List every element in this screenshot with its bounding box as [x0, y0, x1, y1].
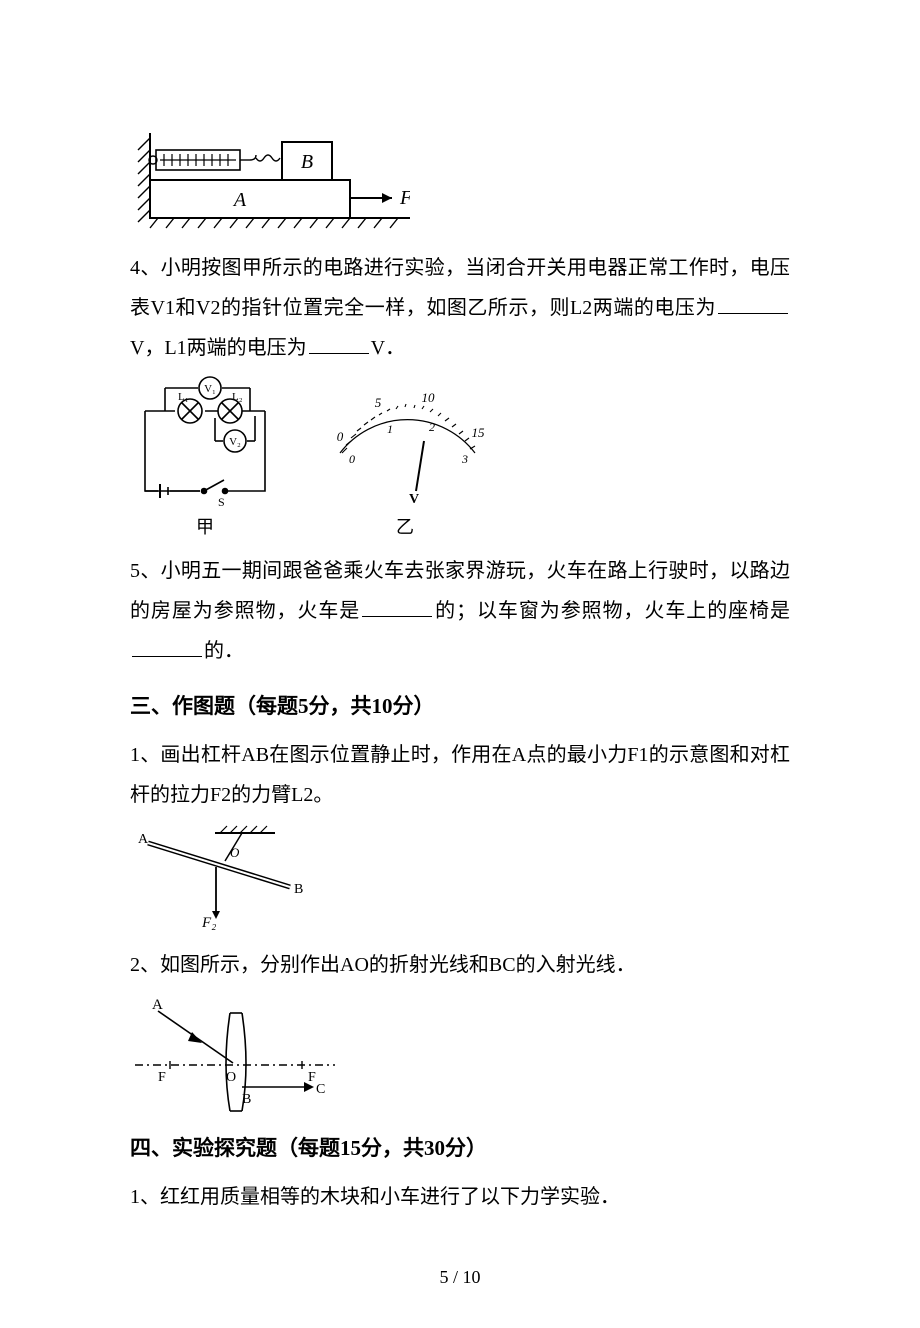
svg-text:S: S: [218, 495, 225, 509]
q4-text-c: V．: [371, 337, 405, 359]
svg-text:V₁: V₁: [204, 383, 216, 395]
svg-text:A: A: [138, 832, 149, 847]
q5-text-c: 的．: [204, 640, 244, 662]
svg-text:F: F: [399, 187, 410, 209]
svg-text:3: 3: [461, 452, 468, 466]
svg-text:O: O: [230, 845, 240, 860]
svg-text:B: B: [294, 882, 303, 897]
svg-text:B: B: [301, 151, 313, 173]
q4-text-a: 4、小明按图甲所示的电路进行实验，当闭合开关用电器正常工作时，电压表V1和V2的…: [130, 257, 790, 319]
figure-lever: A O B F₂: [130, 823, 790, 933]
page-number: 5 / 10: [130, 1267, 790, 1288]
section3-q1: 1、画出杠杆AB在图示位置静止时，作用在A点的最小力F1的示意图和对杠杆的拉力F…: [130, 735, 790, 815]
svg-text:5: 5: [375, 395, 382, 410]
svg-text:10: 10: [422, 390, 436, 405]
svg-text:V₂: V₂: [229, 436, 241, 448]
svg-text:V: V: [409, 492, 419, 507]
q4-blank-2: [309, 333, 369, 354]
circuit-caption: 甲: [130, 513, 280, 539]
svg-text:C: C: [316, 1082, 325, 1097]
svg-text:2: 2: [429, 420, 435, 434]
svg-text:15: 15: [472, 425, 486, 440]
figure-circuit-and-meter: V₁ V₂ L₁ L₂ S 甲: [130, 376, 790, 539]
section4-q1: 1、红红用质量相等的木块和小车进行了以下力学实验．: [130, 1177, 790, 1217]
svg-text:F: F: [158, 1070, 166, 1085]
voltmeter-caption: 乙: [320, 513, 490, 539]
section-4-heading: 四、实验探究题（每题15分，共30分）: [130, 1127, 790, 1169]
svg-text:F₂: F₂: [201, 915, 216, 931]
q4-text-b: V，L1两端的电压为: [130, 337, 307, 359]
q5-blank-2: [132, 636, 202, 657]
svg-text:L₂: L₂: [232, 391, 243, 403]
svg-text:F: F: [308, 1070, 316, 1085]
svg-text:1: 1: [387, 422, 393, 436]
svg-text:L₁: L₁: [178, 391, 189, 403]
question-5: 5、小明五一期间跟爸爸乘火车去张家界游玩，火车在路上行驶时，以路边的房屋为参照物…: [130, 551, 790, 671]
section3-q2: 2、如图所示，分别作出AO的折射光线和BC的入射光线．: [130, 945, 790, 985]
q5-text-b: 的；以车窗为参照物，火车上的座椅是: [434, 600, 790, 622]
q5-blank-1: [362, 596, 432, 617]
svg-text:O: O: [226, 1070, 236, 1085]
question-4: 4、小明按图甲所示的电路进行实验，当闭合开关用电器正常工作时，电压表V1和V2的…: [130, 248, 790, 368]
q4-blank-1: [718, 293, 788, 314]
svg-text:B: B: [242, 1092, 251, 1107]
figure-spring-block: A: [130, 128, 790, 236]
svg-text:A: A: [232, 189, 247, 211]
svg-text:A: A: [152, 997, 163, 1013]
figure-lens: A F F O B C: [130, 993, 790, 1113]
svg-text:0: 0: [337, 429, 344, 444]
svg-text:0: 0: [349, 452, 355, 466]
section-3-heading: 三、作图题（每题5分，共10分）: [130, 685, 790, 727]
